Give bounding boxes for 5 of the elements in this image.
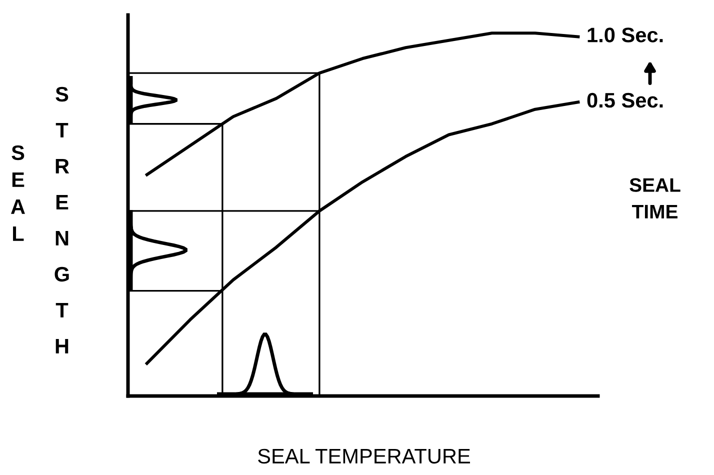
- text: SEAL TIME: [630, 178, 680, 218]
- x-axis-title: SEAL TEMPERATURE: [258, 448, 470, 464]
- series-label: 1.0 Sec.: [588, 28, 663, 42]
- legend-label: 0.5 Sec.: [587, 92, 663, 108]
- text: SEAL STRENGTH: [10, 86, 70, 354]
